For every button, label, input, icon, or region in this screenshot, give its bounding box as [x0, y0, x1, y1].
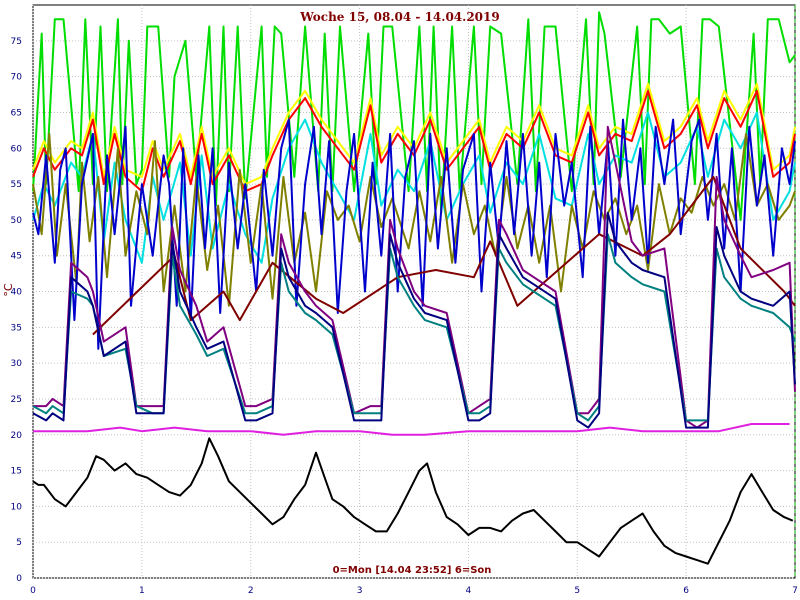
y-tick-label: 70: [11, 73, 23, 83]
x-tick-label: 0: [30, 586, 36, 596]
x-tick-label: 2: [248, 586, 254, 596]
y-tick-label: 60: [11, 144, 23, 154]
y-tick-label: 65: [11, 108, 22, 118]
series-line-11: [32, 437, 794, 565]
y-tick-label: 75: [11, 37, 22, 47]
series-line-9: [32, 211, 796, 429]
x-tick-label: 1: [139, 586, 145, 596]
x-tick-labels: 0 1 2 3 4 5 6 7: [30, 586, 798, 596]
y-tick-label: 20: [11, 431, 23, 441]
y-tick-label: 40: [11, 288, 23, 298]
y-tick-label: 10: [11, 502, 23, 512]
y-axis-label: °C: [2, 283, 15, 297]
series-line-4: [32, 132, 796, 307]
y-tick-labels: 0 5 10 15 20 25 30 35 40 45 50 55 60 65 70 75: [11, 37, 23, 584]
y-tick-label: 55: [11, 180, 22, 190]
chart-title: Woche 15, 08.04 - 14.04.2019: [299, 10, 499, 24]
y-tick-label: 0: [16, 574, 22, 584]
y-tick-label: 35: [11, 323, 22, 333]
y-tick-label: 25: [11, 395, 22, 405]
x-tick-label: 4: [466, 586, 472, 596]
y-tick-label: 15: [11, 467, 22, 477]
x-tick-label: 6: [683, 586, 689, 596]
x-tick-label: 7: [792, 586, 798, 596]
y-tick-label: 5: [16, 538, 22, 548]
series-line-5: [32, 118, 796, 350]
series-line-10: [33, 423, 790, 436]
y-tick-label: 50: [11, 216, 23, 226]
series-line-8: [32, 233, 796, 422]
series-line-0: [32, 11, 796, 221]
data-series: [32, 11, 796, 565]
x-axis-label: 0=Mon [14.04 23:52] 6=Son: [333, 565, 492, 576]
series-line-7: [33, 125, 796, 429]
y-tick-label: 30: [11, 359, 23, 369]
x-tick-label: 5: [574, 586, 580, 596]
x-tick-label: 3: [357, 586, 363, 596]
series-line-6: [92, 175, 796, 336]
series-line-3: [32, 111, 796, 264]
y-tick-label: 45: [11, 252, 22, 262]
